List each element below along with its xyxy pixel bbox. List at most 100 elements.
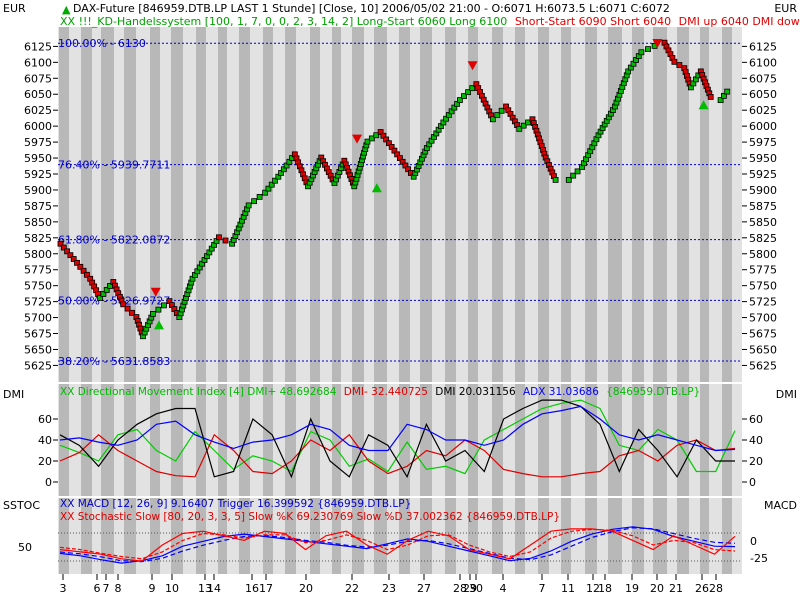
price-brick [245,202,252,209]
price-brick [456,97,463,104]
dmi-tick-label: 60 [749,413,763,426]
price-brick [57,240,64,247]
price-tick-label: 6050 [24,88,52,101]
price-brick [565,176,572,183]
price-brick [216,234,222,241]
price-brick [469,85,476,92]
session-band [239,0,250,600]
dmi-legend-tail: {846959.DTB.LP} [606,386,700,398]
price-brick [129,309,135,316]
date-tick-label: 10 [165,582,179,595]
dmi-tick-label: 60 [38,413,52,426]
price-tick-label: 5950 [749,152,777,165]
left-axis-bg [0,0,58,600]
price-brick [707,94,714,100]
price-tick-label: 6100 [749,56,777,69]
price-tick-label: 5625 [749,359,777,372]
price-tick-label: 6125 [24,40,52,53]
system-legend: XX !!!_KD-Handelssystem [100, 1, 7, 0, 0… [60,15,800,28]
session-band [503,0,515,600]
dmi-tick-label: 0 [749,476,756,489]
oscillator-series-line [59,528,736,560]
date-tick-label: 28 [709,582,723,595]
price-tick-label: 5850 [749,216,777,229]
price-brick [645,46,651,52]
price-brick [373,132,380,139]
price-brick [103,287,110,293]
system-legend-dmi: DMI up 6040 DMI down 6060 {846 [679,15,800,28]
date-tick-label: 7 [539,582,546,595]
price-tick-label: 6025 [24,104,52,117]
fib-level-label: 100.00% - 6130 [58,37,146,50]
price-brick [251,198,258,205]
price-tick-label: 5775 [24,264,52,277]
price-brick [525,119,531,126]
short-signal-marker [652,38,663,48]
date-tick-label: 6 [94,582,101,595]
dmi-label-right: DMI [776,388,797,401]
price-tick-label: 5900 [24,184,52,197]
stoch-legend: XX Stochastic Slow [80, 20, 3, 3, 5] Slo… [60,511,560,523]
price-brick [574,168,581,175]
dmi-tick-label: 20 [38,455,52,468]
dmi-tick-label: 40 [38,434,52,447]
dmi-lines [59,399,736,479]
dmi-legend-minus: DMI- 32.440725 [344,386,428,398]
price-tick-label: 5875 [24,200,52,213]
session-band [644,0,653,600]
dmi-tick-label: 40 [749,434,763,447]
stoch-tick-50: 50 [18,541,32,554]
price-tick-label: 5725 [24,296,52,309]
price-tick-label: 5750 [24,280,52,293]
price-tick-label: 5975 [24,136,52,149]
currency-label-right: EUR [774,2,797,15]
header-bg [58,0,742,27]
price-brick [368,135,375,142]
price-tick-label: 6000 [749,120,777,133]
trade-signals [150,38,709,330]
currency-label-left: EUR [3,2,26,15]
price-tick-label: 5700 [749,312,777,325]
session-band [332,0,341,600]
price-brick [676,62,683,68]
session-band [478,0,492,600]
date-tick-label: 7 [103,582,110,595]
date-tick-label: 3 [60,582,67,595]
session-band [468,0,478,600]
price-tick-label: 5950 [24,152,52,165]
price-brick [97,295,104,301]
short-signal-marker [467,61,478,71]
date-tick-label: 21 [669,582,683,595]
price-brick [60,244,67,251]
date-tick-label: 18 [598,582,612,595]
date-tick-label: 9 [149,582,156,595]
price-brick [272,177,278,184]
price-tick-label: 6025 [749,104,777,117]
price-tick-label: 5975 [749,136,777,149]
date-tick-label: 8 [115,582,122,595]
price-brick [489,116,496,123]
dmi-legend: XX Directional Movement Index [4] DMI+ 4… [60,386,700,398]
session-band [492,0,503,600]
date-tick-label: 14 [207,582,221,595]
session-band [171,0,183,600]
price-brick [552,176,559,183]
session-band [160,0,171,600]
oscillator-series-line [59,527,736,563]
long-triangle-icon: ▲ [62,3,71,16]
price-tick-label: 5800 [24,248,52,261]
date-tick-label: 17 [259,582,273,595]
price-brick [67,252,74,259]
date-tick-label: 16 [245,582,259,595]
price-brick [498,107,505,114]
macd-legend: XX MACD [12, 26, 9] 9.16407 Trigger 16.3… [60,498,411,510]
price-tick-label: 6075 [749,72,777,85]
price-tick-label: 5675 [749,328,777,341]
price-tick-label: 5875 [749,200,777,213]
price-tick-label: 5650 [24,343,52,356]
osc-label-right: MACD [764,499,797,512]
dmi-series-line [59,399,736,475]
date-tick-label: 23 [382,582,396,595]
price-brick [516,125,523,132]
